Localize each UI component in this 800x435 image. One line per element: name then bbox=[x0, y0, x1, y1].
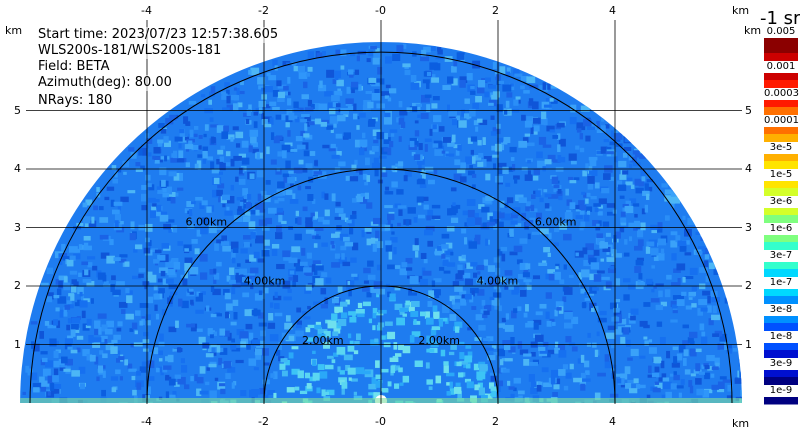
azimuth-label: Azimuth(deg): 80.00 bbox=[36, 75, 174, 91]
colorbar-label: 1e-7 bbox=[764, 276, 798, 289]
instrument-label: WLS200s-181/WLS200s-181 bbox=[36, 43, 224, 59]
y-tick-label: 5 bbox=[14, 103, 21, 117]
colorbar-label: 3e-9 bbox=[764, 357, 798, 370]
range-ring-label: 6.00km bbox=[535, 215, 577, 228]
colorbar-label: 1e-9 bbox=[764, 384, 798, 397]
x-tick-label: 2 bbox=[492, 415, 499, 428]
colorbar-label: 3e-8 bbox=[764, 303, 798, 316]
start-time-label: Start time: 2023/07/23 12:57:38.605 bbox=[36, 27, 281, 43]
colorbar-label: 3e-5 bbox=[764, 141, 798, 154]
colorbar-label: 3e-6 bbox=[764, 195, 798, 208]
y-tick-label: 3 bbox=[14, 220, 21, 234]
y-unit-left: km bbox=[5, 24, 23, 37]
colorbar-label: 1e-5 bbox=[764, 168, 798, 181]
x-tick-label: -2 bbox=[258, 415, 269, 428]
y-tick-label: 4 bbox=[14, 162, 21, 175]
x-tick-label: -4 bbox=[141, 4, 152, 17]
colorbar-label: 3e-7 bbox=[764, 249, 798, 262]
colorbar-title: -1 sr bbox=[760, 8, 800, 29]
range-ring-label: 2.00km bbox=[418, 334, 460, 347]
colorbar-label: 1e-6 bbox=[764, 222, 798, 235]
nrays-label: NRays: 180 bbox=[36, 93, 115, 109]
y-tick-label: 1 bbox=[745, 337, 752, 351]
range-ring-label: 2.00km bbox=[302, 334, 344, 347]
colorbar-label: 0.001 bbox=[764, 60, 798, 73]
x-tick-label: -0 bbox=[375, 4, 386, 17]
grid-lines bbox=[26, 20, 742, 404]
x-tick-label: -4 bbox=[141, 415, 152, 428]
y-tick-label: 4 bbox=[745, 162, 752, 175]
y-tick-label: 2 bbox=[14, 279, 21, 292]
field-label: Field: BETA bbox=[36, 59, 112, 75]
y-tick-label: 2 bbox=[745, 279, 752, 292]
x-unit-top: km bbox=[732, 4, 750, 17]
range-rings: 2.00km 2.00km 4.00km 4.00km 6.00km 6.00km bbox=[29, 51, 733, 404]
x-tick-label: 4 bbox=[609, 415, 616, 428]
range-ring-label: 6.00km bbox=[186, 215, 228, 228]
x-tick-label: 4 bbox=[609, 4, 616, 17]
range-ring-label: 4.00km bbox=[477, 275, 519, 288]
colorbar-label: 0.0001 bbox=[764, 114, 799, 127]
x-tick-label: -0 bbox=[375, 415, 386, 428]
x-tick-label: 2 bbox=[492, 4, 499, 17]
y-tick-label: 5 bbox=[745, 103, 752, 117]
x-unit-bottom: km bbox=[732, 417, 750, 430]
range-ring-label: 4.00km bbox=[244, 275, 286, 288]
y-unit-right: km bbox=[744, 24, 762, 37]
colorbar-label: 0.005 bbox=[764, 26, 798, 38]
x-tick-label: -2 bbox=[258, 4, 269, 17]
colorbar-label: 0.0003 bbox=[764, 87, 799, 100]
colorbar-label: 1e-8 bbox=[764, 330, 798, 343]
y-tick-label: 3 bbox=[745, 220, 752, 234]
y-tick-label: 1 bbox=[14, 337, 21, 351]
